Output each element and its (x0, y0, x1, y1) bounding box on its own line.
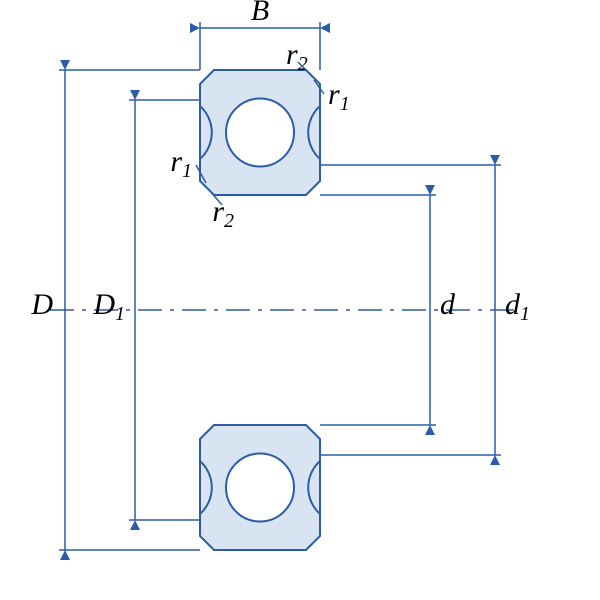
label-d: d (440, 288, 456, 321)
bearing-cross-section-diagram: BDD1dd1r1r2r1r2 (0, 0, 600, 600)
label-r2-bot: r2 (212, 195, 234, 232)
label-B: B (251, 0, 269, 27)
label-r1-top: r1 (328, 78, 350, 115)
label-D: D (30, 288, 53, 321)
label-d1: d1 (505, 288, 530, 325)
label-r1-bot: r1 (170, 145, 192, 182)
label-D1: D1 (92, 288, 125, 325)
